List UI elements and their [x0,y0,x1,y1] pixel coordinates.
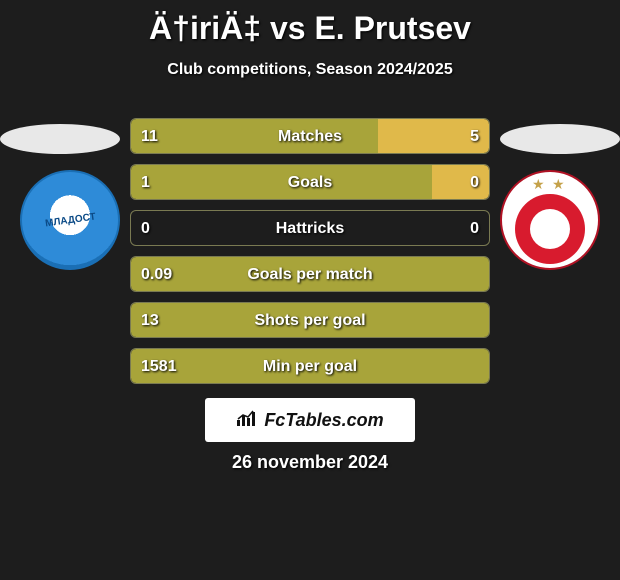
brand-label: FcTables.com [264,410,383,431]
page-title: Ä†iriÄ‡ vs E. Prutsev [0,0,620,47]
page-subtitle: Club competitions, Season 2024/2025 [0,61,620,79]
stat-row-mpg: 1581 Min per goal [130,348,490,384]
crest-center [530,209,570,249]
star-icon: ★ [552,176,565,193]
stat-row-spg: 13 Shots per goal [130,302,490,338]
stat-right-value: 5 [470,119,479,154]
crest-inner-circle [515,194,585,264]
stat-label: Min per goal [131,349,489,384]
stats-container: 11 Matches 5 1 Goals 0 0 Hattricks 0 0.0… [130,118,490,394]
stat-right-value: 0 [470,165,479,200]
stat-label: Matches [131,119,489,154]
star-icon: ★ [532,176,545,193]
chart-icon [236,409,258,432]
right-team-crest: ★ ★ [500,170,600,270]
stat-label: Shots per goal [131,303,489,338]
stat-label: Goals [131,165,489,200]
left-team-crest: МЛАДОСТ [20,170,120,270]
stat-right-value: 0 [470,211,479,246]
stat-label: Goals per match [131,257,489,292]
right-shadow-ellipse [500,124,620,154]
stat-row-goals: 1 Goals 0 [130,164,490,200]
brand-watermark[interactable]: FcTables.com [205,398,415,442]
stat-row-matches: 11 Matches 5 [130,118,490,154]
left-crest-label: МЛАДОСТ [44,211,96,229]
stat-row-hattricks: 0 Hattricks 0 [130,210,490,246]
stat-row-gpm: 0.09 Goals per match [130,256,490,292]
date-label: 26 november 2024 [0,452,620,473]
stat-label: Hattricks [131,211,489,246]
left-shadow-ellipse [0,124,120,154]
